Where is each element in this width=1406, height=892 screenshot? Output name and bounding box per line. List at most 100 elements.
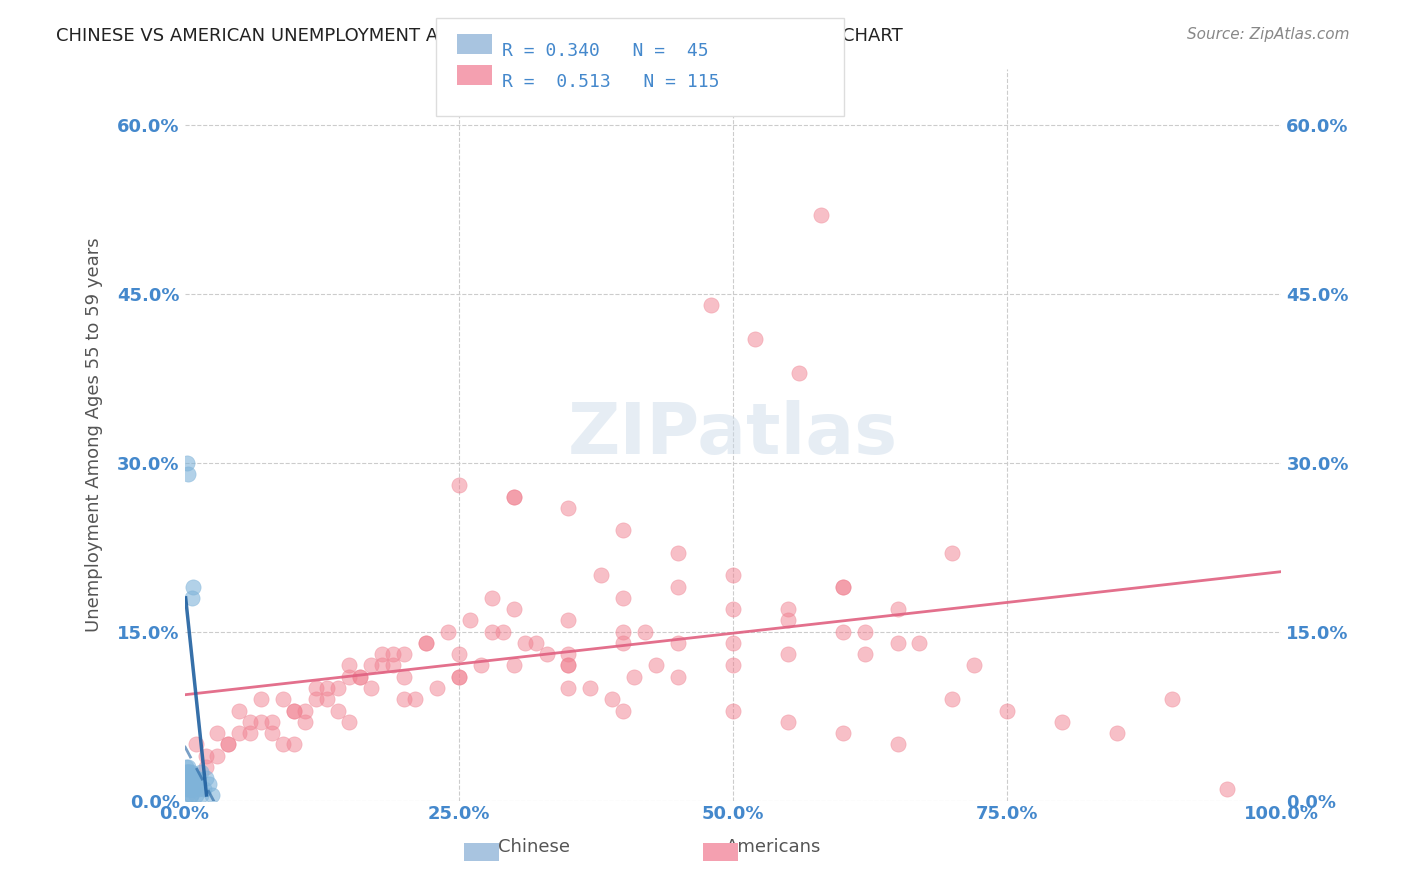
Americans <box>666 580 689 594</box>
Americans <box>217 737 239 751</box>
Chinese <box>180 765 202 780</box>
Americans <box>262 714 284 729</box>
Chinese <box>177 765 200 780</box>
Americans <box>470 658 492 673</box>
Text: R = 0.340   N =  45: R = 0.340 N = 45 <box>502 42 709 60</box>
Americans <box>776 602 799 616</box>
Chinese <box>176 788 198 802</box>
Chinese <box>201 788 224 802</box>
Chinese <box>183 777 205 791</box>
Americans <box>360 681 382 695</box>
Chinese <box>177 771 200 785</box>
Americans <box>392 692 415 706</box>
Americans <box>294 704 316 718</box>
Text: Americans: Americans <box>725 838 821 856</box>
Americans <box>271 737 294 751</box>
Chinese <box>177 771 200 785</box>
Americans <box>415 636 437 650</box>
Americans <box>831 580 853 594</box>
Americans <box>645 658 668 673</box>
Chinese <box>174 765 197 780</box>
Chinese <box>176 765 198 780</box>
Chinese <box>193 782 215 797</box>
Chinese <box>177 777 200 791</box>
Americans <box>360 658 382 673</box>
Americans <box>853 624 876 639</box>
Chinese <box>184 771 207 785</box>
Americans <box>371 658 394 673</box>
Chinese <box>181 782 204 797</box>
Americans <box>853 647 876 661</box>
Americans <box>557 647 579 661</box>
Americans <box>602 692 624 706</box>
Americans <box>195 748 218 763</box>
Americans <box>908 636 931 650</box>
Americans <box>502 602 524 616</box>
Chinese <box>187 777 209 791</box>
Americans <box>776 647 799 661</box>
Chinese <box>180 777 202 791</box>
Chinese <box>181 591 204 605</box>
Americans <box>436 624 458 639</box>
Americans <box>316 681 339 695</box>
Americans <box>481 591 503 605</box>
Americans <box>700 298 723 312</box>
Americans <box>721 568 744 582</box>
Chinese <box>177 782 200 797</box>
Americans <box>557 658 579 673</box>
Americans <box>392 670 415 684</box>
Chinese <box>190 765 212 780</box>
Americans <box>228 726 250 740</box>
Americans <box>1215 782 1237 797</box>
Americans <box>831 726 853 740</box>
Americans <box>262 726 284 740</box>
Americans <box>349 670 371 684</box>
Americans <box>831 624 853 639</box>
Americans <box>776 614 799 628</box>
Americans <box>502 658 524 673</box>
Americans <box>612 636 634 650</box>
Americans <box>250 692 273 706</box>
Americans <box>612 704 634 718</box>
Americans <box>447 670 470 684</box>
Text: ZIPatlas: ZIPatlas <box>568 401 898 469</box>
Americans <box>1105 726 1128 740</box>
Chinese <box>183 580 205 594</box>
Americans <box>591 568 613 582</box>
Americans <box>721 602 744 616</box>
Americans <box>995 704 1018 718</box>
Y-axis label: Unemployment Among Ages 55 to 59 years: Unemployment Among Ages 55 to 59 years <box>86 237 103 632</box>
Americans <box>886 636 908 650</box>
Chinese <box>197 777 219 791</box>
Text: Chinese: Chinese <box>498 838 571 856</box>
Americans <box>886 602 908 616</box>
Americans <box>195 760 218 774</box>
Americans <box>524 636 547 650</box>
Chinese <box>183 771 205 785</box>
Chinese <box>179 777 201 791</box>
Americans <box>326 681 349 695</box>
Americans <box>228 704 250 718</box>
Americans <box>579 681 602 695</box>
Americans <box>381 658 404 673</box>
Americans <box>283 704 305 718</box>
Americans <box>787 366 810 380</box>
Americans <box>941 692 963 706</box>
Americans <box>623 670 645 684</box>
Americans <box>776 714 799 729</box>
Chinese <box>190 788 212 802</box>
Chinese <box>174 782 197 797</box>
Americans <box>612 591 634 605</box>
Americans <box>721 658 744 673</box>
Americans <box>612 524 634 538</box>
Americans <box>481 624 503 639</box>
Americans <box>536 647 558 661</box>
Americans <box>810 208 832 222</box>
Americans <box>239 726 262 740</box>
Americans <box>447 670 470 684</box>
Chinese <box>187 782 209 797</box>
Text: CHINESE VS AMERICAN UNEMPLOYMENT AMONG AGES 55 TO 59 YEARS CORRELATION CHART: CHINESE VS AMERICAN UNEMPLOYMENT AMONG A… <box>56 27 903 45</box>
Americans <box>250 714 273 729</box>
Americans <box>492 624 515 639</box>
Americans <box>1050 714 1073 729</box>
